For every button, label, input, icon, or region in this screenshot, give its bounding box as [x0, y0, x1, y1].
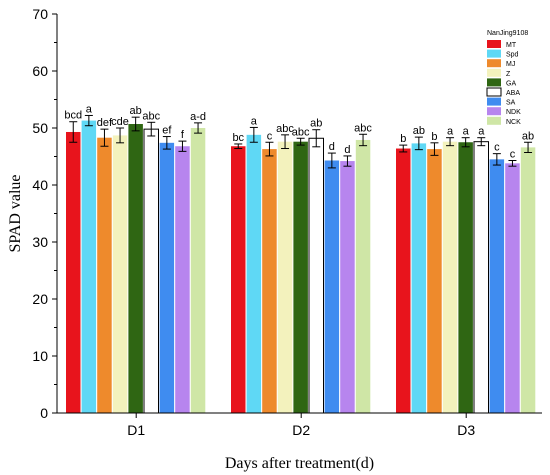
- legend-label-z: Z: [506, 71, 511, 78]
- significance-label: bc: [232, 132, 244, 144]
- y-tick-label: 60: [32, 63, 48, 79]
- legend-label-aba: ABA: [506, 90, 520, 97]
- bar-sa-d3: [489, 159, 505, 413]
- significance-label: c: [494, 142, 500, 154]
- significance-label: ef: [162, 125, 172, 137]
- significance-label: abc: [292, 126, 310, 138]
- legend-label-sa: SA: [506, 100, 516, 107]
- bar-mj-d1: [97, 137, 112, 413]
- legend-swatch-z: [487, 68, 501, 77]
- bar-aba-d1: [143, 128, 159, 414]
- significance-label: a: [86, 103, 93, 115]
- y-tick-label: 40: [32, 177, 48, 193]
- bar-mt-d3: [396, 148, 411, 413]
- legend-label-spd: Spd: [506, 52, 519, 59]
- significance-label: cde: [111, 116, 129, 128]
- significance-label: a: [251, 115, 258, 127]
- bar-nck-d1: [190, 128, 206, 413]
- bar-ndk-d1: [175, 146, 190, 414]
- bar-z-d3: [442, 141, 458, 413]
- significance-label: abc: [276, 123, 294, 135]
- x-axis-label: Days after treatment(d): [225, 455, 374, 472]
- y-tick-label: 20: [32, 291, 48, 307]
- bar-z-d1: [112, 135, 128, 413]
- significance-label: a: [447, 126, 454, 138]
- bar-ndk-d2: [340, 161, 355, 413]
- y-axis-label: SPAD value: [7, 174, 24, 252]
- legend-label-mt: MT: [506, 42, 517, 49]
- legend-title: NanJing9108: [487, 30, 528, 37]
- bar-nck-d2: [355, 139, 371, 413]
- y-tick-label: 50: [32, 120, 48, 136]
- significance-label: ab: [130, 105, 142, 117]
- significance-label: f: [181, 129, 185, 141]
- legend: NanJing9108 MT Spd MJ Z GA ABA SA NDK NCK: [486, 30, 528, 126]
- legend-swatch-nck: [487, 116, 501, 125]
- significance-label: c: [510, 148, 516, 160]
- bar-mj-d2: [262, 149, 277, 413]
- significance-label: a: [463, 126, 470, 138]
- significance-label: b: [431, 131, 437, 143]
- y-axis: 0 10 20 30 40 50 60 70: [32, 6, 58, 421]
- x-tick-label: D2: [292, 422, 310, 438]
- significance-label: abc: [142, 110, 160, 122]
- significance-label: abc: [354, 122, 372, 134]
- bar-ga-d2: [293, 141, 308, 413]
- y-tick-label: 0: [40, 405, 48, 421]
- significance-label: ab: [310, 118, 322, 130]
- bar-spd-d2: [246, 134, 262, 413]
- bar-ndk-d3: [505, 163, 520, 413]
- significance-label: a-d: [190, 111, 206, 123]
- bar-mj-d3: [427, 149, 442, 413]
- bar-z-d2: [277, 141, 293, 413]
- significance-label: def: [97, 117, 113, 129]
- legend-swatch-sa: [487, 97, 501, 106]
- bar-sa-d2: [324, 160, 340, 413]
- bar-aba-d3: [473, 141, 489, 414]
- bar-ga-d3: [458, 142, 473, 413]
- bar-spd-d1: [81, 120, 97, 413]
- x-tick-label: D3: [457, 422, 475, 438]
- significance-label: b: [400, 133, 406, 145]
- bar-nck-d3: [520, 147, 536, 413]
- legend-label-mj: MJ: [506, 61, 515, 68]
- bar-spd-d3: [411, 143, 427, 413]
- bar-ga-d1: [128, 124, 143, 413]
- bar-mt-d1: [66, 131, 81, 414]
- significance-label: d: [329, 141, 335, 153]
- legend-swatch-aba: [486, 87, 502, 97]
- y-tick-label: 10: [32, 348, 48, 364]
- bar-aba-d2: [308, 137, 324, 414]
- y-tick-label: 30: [32, 234, 48, 250]
- x-tick-label: D1: [127, 422, 145, 438]
- significance-label: a: [478, 126, 485, 138]
- bar-sa-d1: [159, 142, 175, 413]
- legend-swatch-spd: [487, 49, 501, 58]
- legend-label-ga: GA: [506, 80, 516, 87]
- significance-label: c: [267, 130, 273, 142]
- significance-label: d: [344, 144, 350, 156]
- significance-label: ab: [413, 125, 425, 137]
- x-axis: D1 D2 D3: [57, 412, 542, 438]
- legend-swatch-ndk: [487, 107, 501, 116]
- legend-swatch-ga: [487, 78, 501, 87]
- significance-label: bcd: [64, 110, 82, 122]
- bar-mt-d2: [231, 146, 246, 414]
- legend-label-ndk: NDK: [506, 109, 521, 116]
- legend-swatch-mt: [487, 40, 501, 48]
- legend-swatch-mj: [487, 59, 501, 68]
- legend-label-nck: NCK: [506, 119, 521, 126]
- y-tick-label: 70: [32, 6, 48, 22]
- significance-label: ab: [522, 130, 534, 142]
